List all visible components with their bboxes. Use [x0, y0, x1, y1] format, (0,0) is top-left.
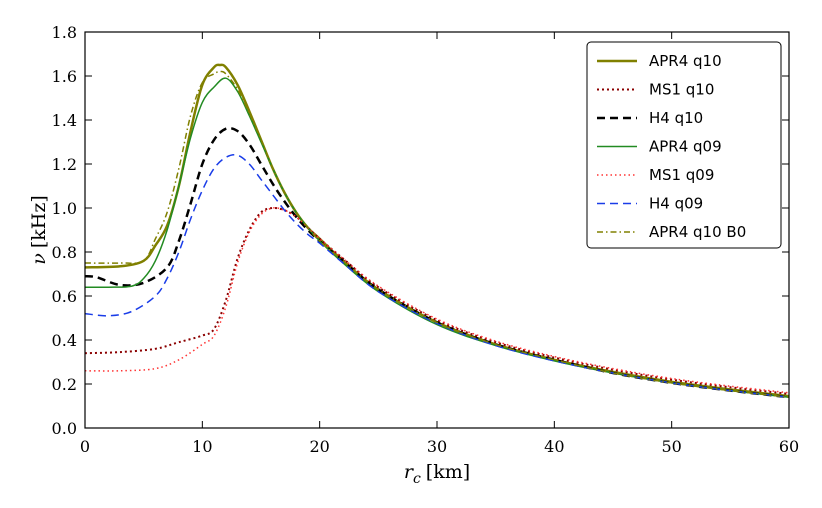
y-tick-label: 0.8 — [52, 243, 77, 262]
y-axis-symbol: ν — [28, 253, 50, 265]
ticks-layer: 0 10 20 30 40 50 60 0.0 0.2 0.4 0.6 0.8 1.0 1.2 1.4 1.6… — [52, 23, 800, 456]
y-tick-label: 0.6 — [52, 287, 77, 306]
y-tick-label: 0.2 — [52, 375, 77, 394]
x-axis-unit: [km] — [426, 461, 470, 483]
series-layer — [85, 63, 789, 399]
x-axis-symbol: r — [404, 461, 415, 483]
legend-item-ms1-q10: MS1 q10 — [597, 81, 714, 99]
legend-label: H4 q09 — [649, 195, 703, 213]
legend-label: MS1 q09 — [649, 166, 714, 184]
series-line-h4-q09 — [85, 154, 789, 398]
legend-item-apr4-q09: APR4 q09 — [597, 138, 722, 156]
legend-box — [586, 41, 782, 249]
y-tick-label: 0.0 — [52, 419, 77, 438]
legend: APR4 q10 MS1 q10 H4 q10 APR4 q09 MS1 q09 H4 q… — [586, 41, 782, 249]
x-axis-subscript: c — [413, 471, 421, 487]
legend-item-ms1-q09: MS1 q09 — [597, 166, 714, 184]
legend-label: MS1 q10 — [649, 81, 714, 99]
series-line-apr4-q10-b0 — [85, 70, 789, 398]
series-line-ms1-q09 — [85, 207, 789, 394]
x-tick-label: 60 — [779, 437, 799, 456]
x-tick-label: 40 — [544, 437, 564, 456]
series-line-ms1-q10 — [85, 206, 789, 395]
x-tick-label: 20 — [309, 437, 329, 456]
legend-item-h4-q10: H4 q10 — [597, 109, 703, 127]
y-tick-label: 1.6 — [52, 67, 77, 86]
legend-label: APR4 q10 B0 — [649, 223, 746, 241]
y-axis-label: ν [kHz] — [28, 195, 50, 264]
x-tick-label: 50 — [661, 437, 681, 456]
legend-item-apr4-q10: APR4 q10 — [597, 52, 722, 70]
y-tick-label: 1.0 — [52, 199, 77, 218]
x-tick-label: 30 — [427, 437, 447, 456]
legend-label: H4 q10 — [649, 109, 703, 127]
x-tick-label: 10 — [192, 437, 212, 456]
legend-item-h4-q09: H4 q09 — [597, 195, 703, 213]
legend-label: APR4 q09 — [649, 138, 722, 156]
y-tick-label: 0.4 — [52, 331, 77, 350]
y-tick-label: 1.8 — [52, 23, 77, 42]
legend-label: APR4 q10 — [649, 52, 722, 70]
y-tick-label: 1.2 — [52, 155, 77, 174]
x-axis-label: rc [km] — [404, 461, 470, 487]
y-tick-label: 1.4 — [52, 111, 77, 130]
x-tick-label: 0 — [80, 437, 90, 456]
y-axis-unit: [kHz] — [28, 195, 50, 248]
legend-item-apr4-q10-b0: APR4 q10 B0 — [597, 223, 746, 241]
